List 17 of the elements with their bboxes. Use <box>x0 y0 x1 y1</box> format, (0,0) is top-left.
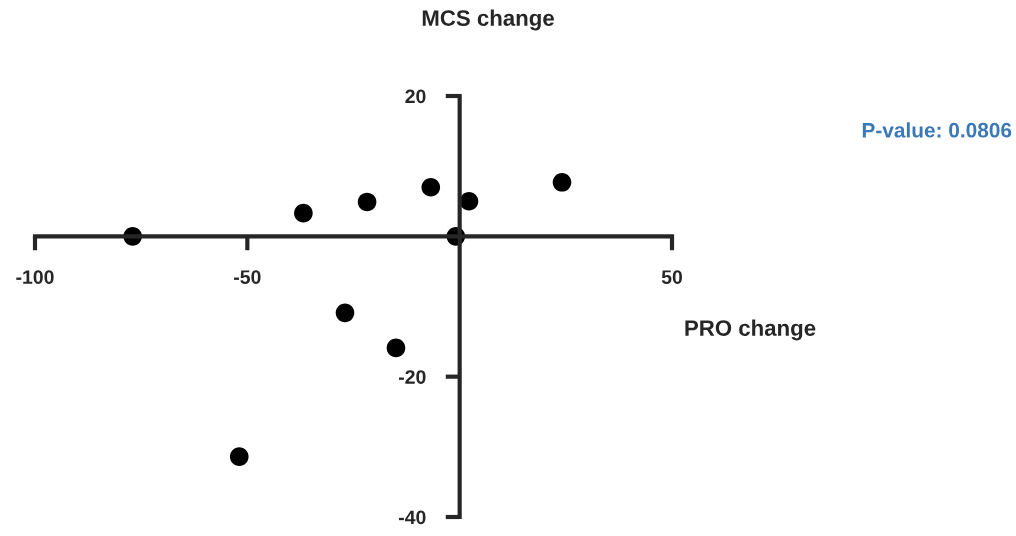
point <box>335 303 355 323</box>
point <box>357 192 377 212</box>
x-tick-label: -50 <box>234 270 261 284</box>
point <box>229 447 249 466</box>
x-tick-label: 50 <box>661 270 683 284</box>
text: P-value: 0.0806 <box>862 122 1012 138</box>
y-tick-label: -40 <box>398 510 426 525</box>
point <box>294 203 313 223</box>
point <box>459 191 479 211</box>
point <box>552 172 572 192</box>
y-tick-label: -20 <box>398 370 426 384</box>
y-axis-title: MCS change <box>422 9 554 31</box>
x-axis-title: PRO change <box>685 319 816 341</box>
y-tick-label: 20 <box>405 89 426 104</box>
x-tick-label: -100 <box>16 270 54 284</box>
point <box>386 338 406 358</box>
point <box>421 177 441 197</box>
